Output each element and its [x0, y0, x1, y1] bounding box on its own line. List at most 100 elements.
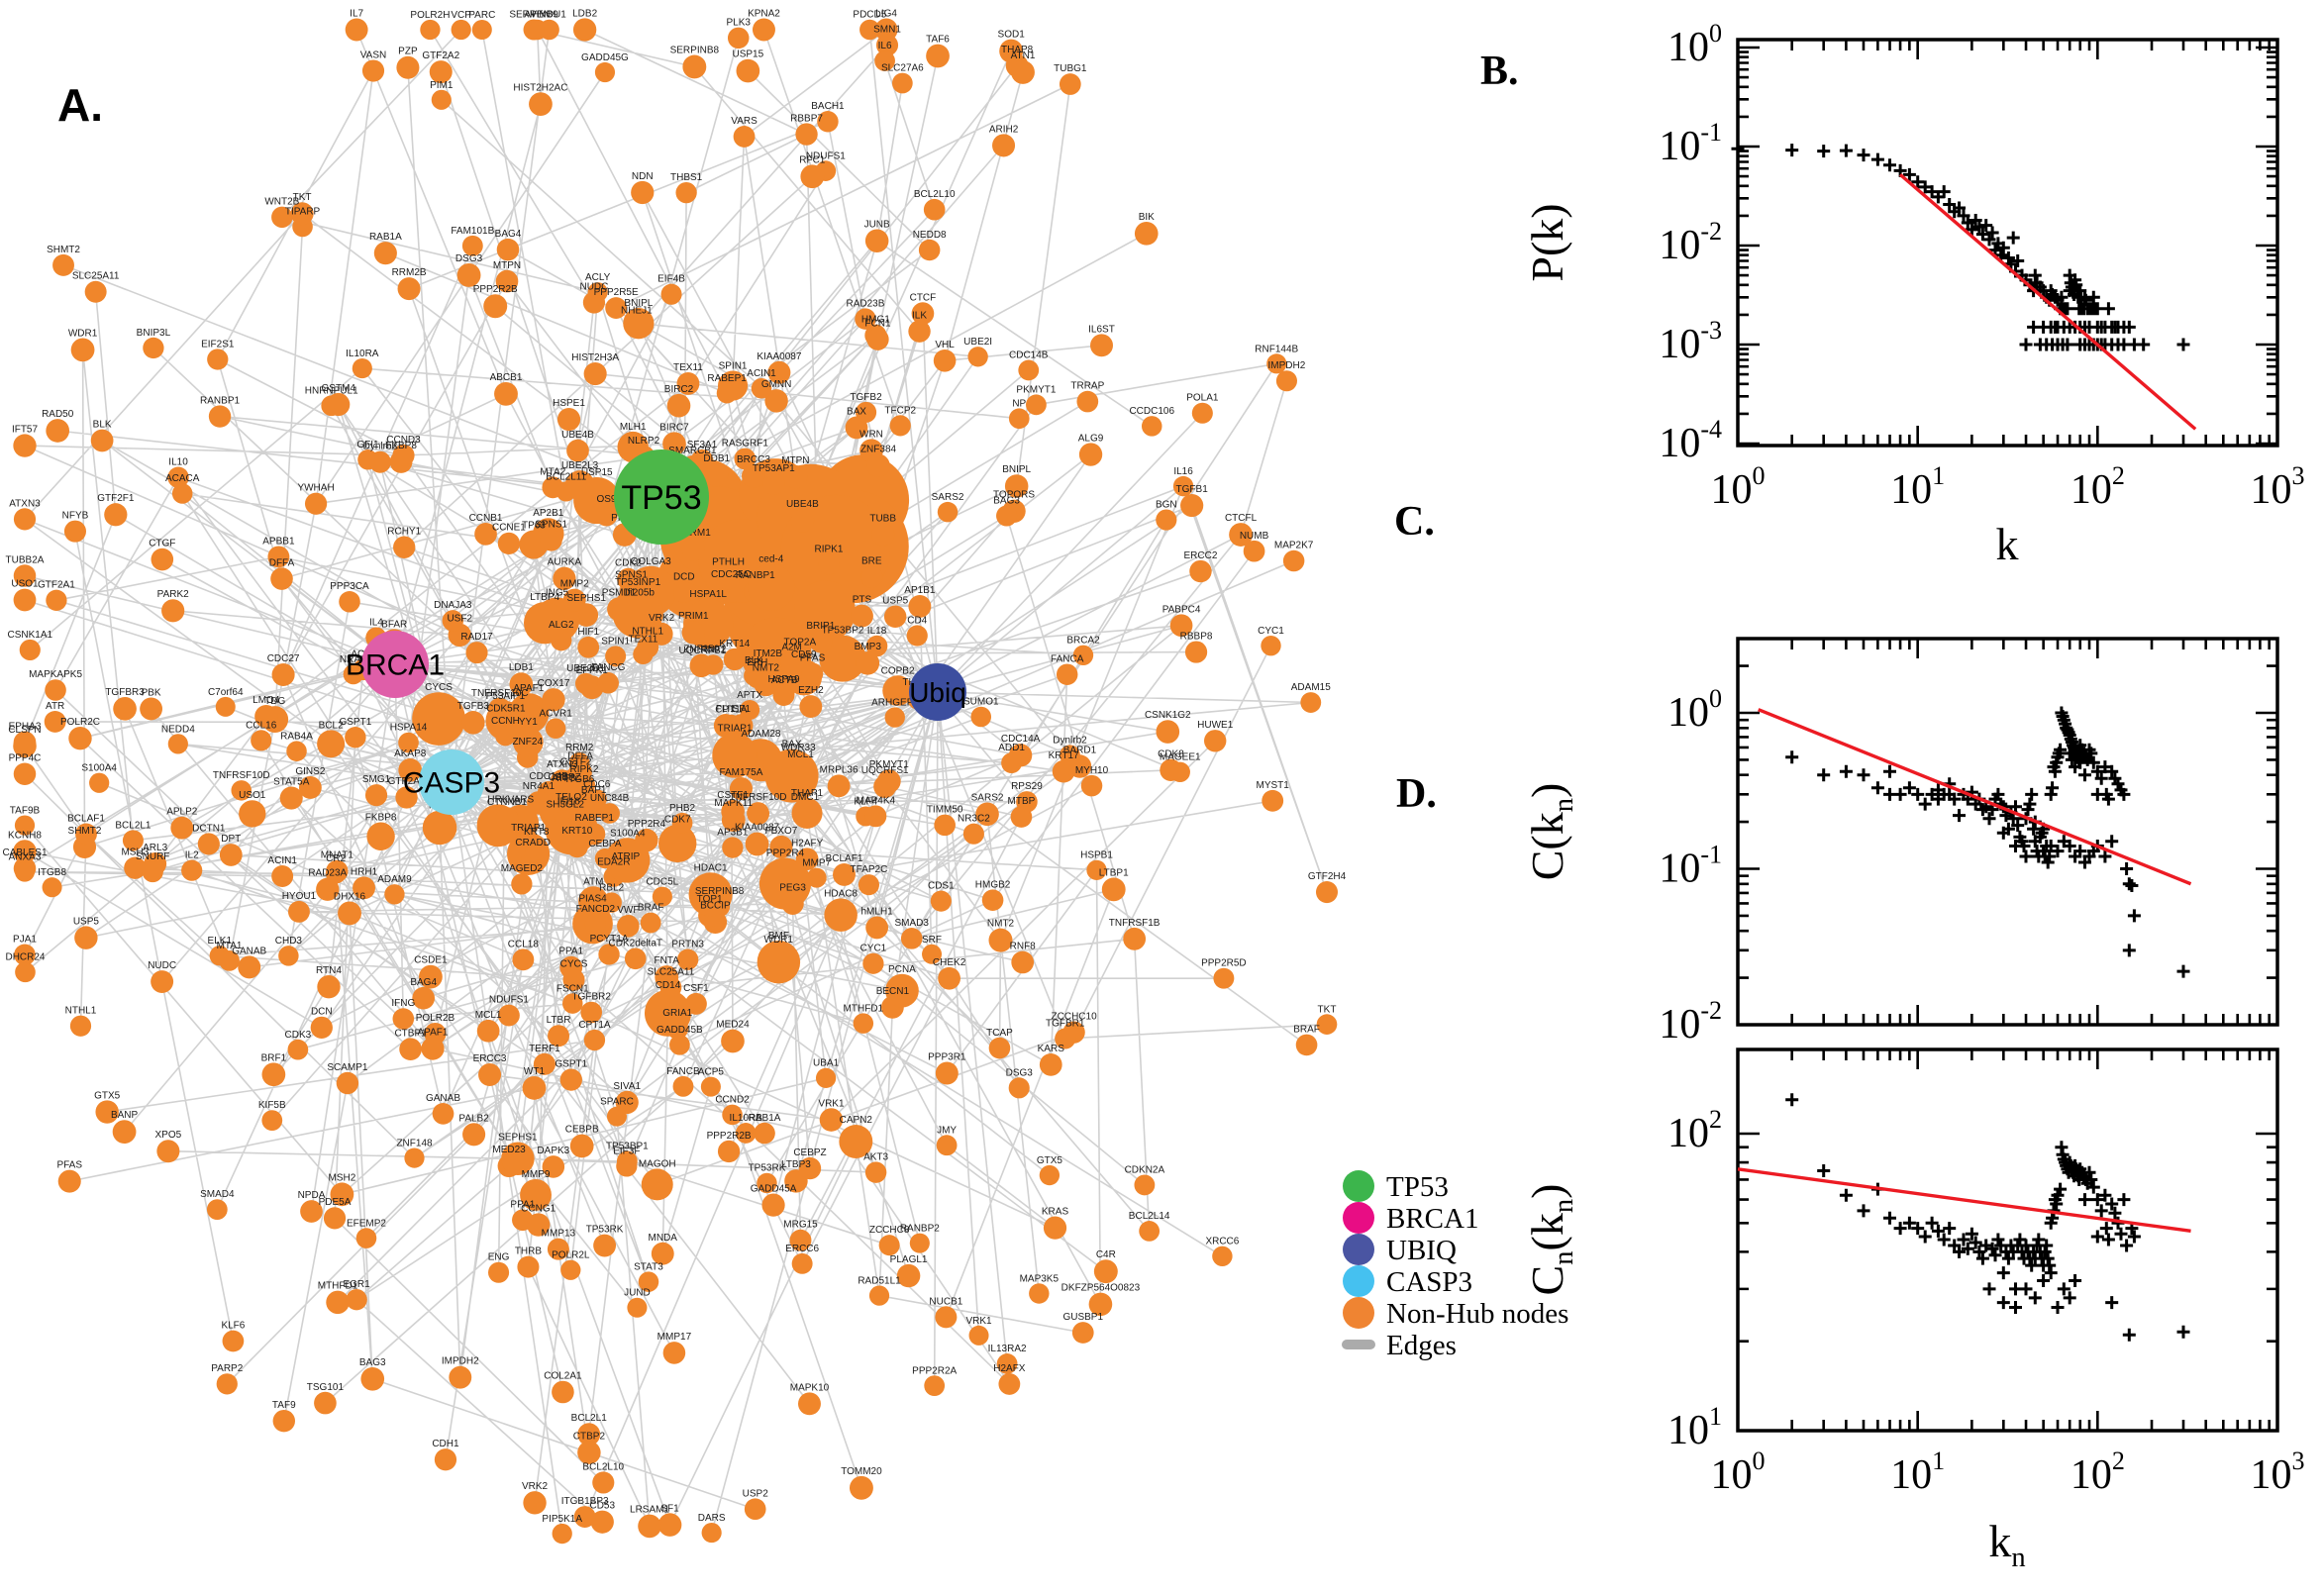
node-label: CDK2	[615, 558, 642, 569]
y-tick-label: 10-2	[1659, 217, 1722, 268]
node-label: ABCB1	[490, 372, 523, 383]
network-node	[911, 302, 935, 325]
network-node	[317, 730, 346, 758]
network-node	[124, 856, 147, 879]
network-node	[891, 72, 913, 94]
node-label: SH3GL2	[547, 800, 585, 811]
y-tick-label: 100	[1667, 19, 1722, 70]
network-node	[68, 726, 92, 750]
network-node	[42, 877, 62, 898]
x-tick-label: 100	[1710, 1446, 1765, 1498]
node-label: BIK	[1139, 212, 1155, 223]
node-label: ATXN3	[547, 759, 578, 770]
node-label: DARS	[698, 1513, 726, 1524]
network-node	[13, 731, 37, 754]
x-tick-label: 102	[2070, 461, 2125, 513]
network-node	[1229, 523, 1254, 547]
node-label: FANCA	[1051, 653, 1084, 664]
node-label: HSPA1L	[689, 589, 727, 600]
network-node	[84, 280, 107, 303]
network-node	[522, 1075, 547, 1100]
node-label: BCLAF1	[826, 853, 863, 864]
network-node	[864, 1161, 887, 1183]
network-node	[398, 757, 423, 782]
network-node	[1156, 720, 1180, 744]
node-label: BLK	[745, 655, 763, 666]
network-node	[975, 802, 999, 827]
node-label: FKBP8	[385, 441, 417, 451]
node-label: PPP2R2B	[707, 1131, 752, 1142]
node-label: CHEK2	[933, 957, 966, 968]
node-label: CDC5L	[646, 877, 678, 888]
network-node	[934, 814, 956, 837]
network-node	[1039, 1164, 1060, 1186]
node-label: BAG3	[359, 1357, 386, 1368]
node-label: PBK	[142, 688, 161, 699]
node-label: CAPN2	[840, 1115, 873, 1126]
node-label: GFI1	[356, 440, 379, 450]
node-label: SNURF	[136, 851, 169, 862]
network-node	[884, 707, 905, 728]
network-node	[63, 520, 86, 543]
node-label: BAP1	[581, 785, 607, 796]
node-label: OS9	[596, 494, 616, 505]
network-node	[923, 198, 946, 221]
x-tick-label: 102	[2070, 1446, 2125, 1498]
network-node	[767, 360, 791, 384]
network-node	[310, 1016, 333, 1039]
network-node	[926, 44, 950, 68]
network-node	[171, 483, 193, 504]
network-node	[962, 823, 984, 845]
node-label: NDN	[632, 171, 654, 182]
node-label: BCCIP	[700, 901, 731, 912]
node-label: ATN1	[1011, 50, 1036, 61]
network-node	[298, 776, 322, 799]
node-label: HYOU1	[282, 891, 317, 902]
network-node	[14, 815, 36, 836]
node-label: VARS	[731, 116, 758, 127]
panel-label-b: B.	[1480, 49, 1519, 94]
node-label: SOD1	[998, 30, 1026, 41]
network-node	[552, 1380, 574, 1404]
node-label: CCL16	[246, 720, 277, 731]
node-label: BAX	[782, 740, 802, 750]
network-node	[398, 732, 419, 753]
network-node	[46, 589, 67, 611]
node-label: HMGB2	[975, 879, 1011, 890]
network-node	[791, 1252, 813, 1274]
network-node	[1180, 493, 1204, 518]
node-label: FSCN1	[556, 983, 589, 994]
node-label: MYH10	[1075, 765, 1109, 776]
node-label: RASGRF1	[722, 439, 769, 449]
node-label: TP53RK	[586, 1225, 624, 1236]
legend-item-label: Non-Hub nodes	[1386, 1298, 1568, 1330]
network-node	[15, 961, 36, 983]
network-node	[523, 601, 566, 645]
network-node	[261, 1062, 286, 1087]
network-node	[476, 1019, 500, 1043]
node-label: ALG2	[549, 620, 574, 631]
node-label: TAF9B	[10, 806, 41, 817]
node-label: IL10	[168, 457, 188, 468]
node-label: GINS2	[295, 766, 325, 777]
svg-text:P(k): P(k)	[1522, 203, 1572, 281]
network-node	[996, 1353, 1018, 1374]
node-label: RBBP7	[790, 113, 823, 124]
node-label: ADAM15	[1291, 682, 1331, 693]
hub-node-circle	[614, 449, 709, 545]
node-label: RFC1	[799, 154, 826, 165]
node-label: SPIN1	[719, 360, 748, 371]
network-node	[568, 752, 590, 773]
node-label: UBE4B	[786, 499, 819, 510]
x-tick-label: 103	[2250, 1446, 2304, 1498]
network-node	[399, 1038, 422, 1061]
node-label: MAP2K7	[1274, 541, 1314, 551]
network-node	[1213, 967, 1235, 989]
network-node	[345, 18, 368, 42]
network-panel: TP53RK KIAA0087 THAP8 CDC14B DSG3 NTHL1 CEBPZ V…	[2, 8, 1347, 1545]
node-label: PABPC4	[1162, 604, 1201, 615]
network-node	[839, 1125, 873, 1158]
node-label: TP53BP1	[606, 1142, 649, 1152]
network-node	[860, 565, 883, 588]
node-label: APBB1	[262, 536, 295, 547]
